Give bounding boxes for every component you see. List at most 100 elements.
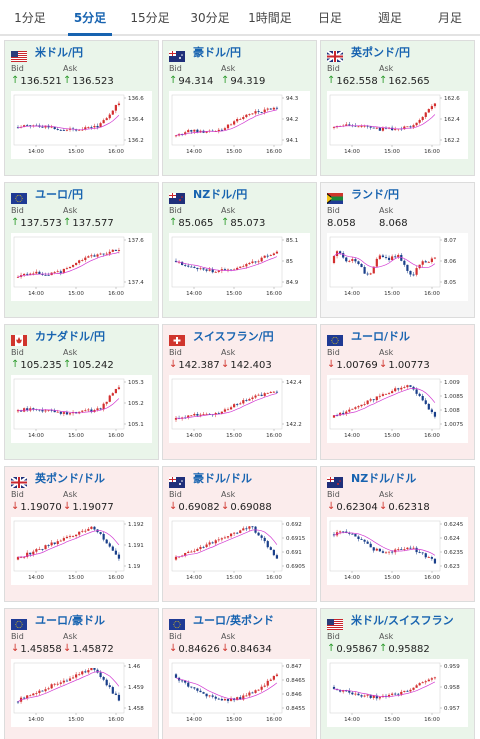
rate-card-gbpjpy[interactable]: 英ポンド/円 Bid Ask ↑ 162.558 ↑ 162.565 162.6 162.4 16… [320, 40, 475, 176]
pair-name-link[interactable]: 米ドル/円 [35, 46, 84, 59]
candlestick [193, 687, 196, 690]
pair-name-link[interactable]: ユーロ/英ポンド [193, 614, 275, 627]
us-flag-icon [327, 618, 343, 630]
rate-card-nzdusd[interactable]: NZドル/ドル Bid Ask ↓ 0.62304 ↓ 0.62318 0.6245 0.624… [320, 466, 475, 602]
price-chart[interactable]: 136.6 136.4 136.2 14:00 15:00 16:00 [11, 91, 152, 159]
price-chart[interactable]: 0.959 0.958 0.957 14:00 15:00 16:00 [327, 659, 468, 727]
pair-name-link[interactable]: スイスフラン/円 [193, 330, 274, 343]
price-chart[interactable]: 8.07 8.06 8.05 14:00 15:00 16:00 [327, 233, 468, 301]
candlestick [248, 690, 251, 698]
moving-average-line [175, 529, 278, 558]
tab-15min[interactable]: 15分足 [130, 11, 170, 25]
rate-card-gbpusd[interactable]: 英ポンド/ドル Bid Ask ↓ 1.19070 ↓ 1.19077 1.192 1.191 1… [4, 466, 159, 602]
pair-name-link[interactable]: 英ポンド/ドル [35, 472, 106, 485]
x-tick-label: 15:00 [226, 291, 242, 297]
za-flag-icon [327, 192, 343, 204]
y-tick-label: 94.1 [286, 138, 298, 144]
candlestick [71, 264, 75, 268]
tab-daily[interactable]: 日足 [317, 11, 342, 25]
rate-card-audjpy[interactable]: 豪ドル/円 Bid Ask ↑ 94.314 ↑ 94.319 94.3 94.2 94.1 14:… [162, 40, 317, 176]
bid-ask-labels: Bid Ask [169, 632, 310, 642]
rate-card-usdchf[interactable]: 米ドル/スイスフラン Bid Ask ↑ 0.95867 ↑ 0.95882 0.959 0.9… [320, 608, 475, 739]
flag-box [169, 189, 185, 204]
candlestick [199, 688, 202, 693]
rate-card-audusd[interactable]: 豪ドル/ドル Bid Ask ↓ 0.69082 ↓ 0.69088 0.692 0.6915 0… [162, 466, 317, 602]
price-chart[interactable]: 142.4 142.2 14:00 15:00 16:00 [169, 375, 310, 443]
tab-1min[interactable]: 1分足 [14, 11, 46, 25]
pair-name-link[interactable]: カナダドル/円 [35, 330, 106, 343]
pair-name-link[interactable]: 米ドル/スイスフラン [351, 614, 454, 627]
tab-30min[interactable]: 30分足 [190, 11, 230, 25]
ask-price: ↓ 1.00773 [379, 360, 430, 371]
candlestick [378, 253, 381, 261]
candlestick [378, 548, 381, 553]
candlestick [351, 408, 354, 410]
rate-card-eurjpy[interactable]: ユーロ/円 Bid Ask ↑ 137.573 ↑ 137.577 137.6 137.4 14:… [4, 182, 159, 318]
rate-card-eurusd[interactable]: ユーロ/ドル Bid Ask ↓ 1.00769 ↓ 1.00773 1.009 1.0085 1… [320, 324, 475, 460]
rate-card-euraud[interactable]: ユーロ/豪ドル Bid Ask ↓ 1.45858 ↓ 1.45872 1.46 1.459 1.… [4, 608, 159, 739]
price-chart[interactable]: 137.6 137.4 14:00 15:00 16:00 [11, 233, 152, 301]
candlestick [29, 125, 32, 129]
pair-name-link[interactable]: 豪ドル/ドル [193, 472, 253, 485]
tab-monthly[interactable]: 月足 [437, 11, 462, 25]
candlestick [78, 672, 81, 676]
x-tick-label: 15:00 [68, 291, 84, 297]
candlestick [342, 251, 345, 259]
bid-ask-prices: ↑ 162.558 ↑ 162.565 [327, 74, 468, 88]
price-chart[interactable]: 1.009 1.0085 1.008 1.0075 14:00 15:00 16:00 [327, 375, 468, 443]
rate-card-nzdjpy[interactable]: NZドル/円 Bid Ask ↑ 85.065 ↑ 85.073 85.1 85 84.9 14:0… [162, 182, 317, 318]
pair-name-link[interactable]: NZドル/円 [193, 188, 248, 201]
candlestick [56, 681, 59, 686]
bid-label: Bid [169, 348, 182, 357]
y-tick-label: 1.191 [128, 543, 144, 549]
price-chart[interactable]: 0.692 0.6915 0.691 0.6905 14:00 15:00 16:00 [169, 517, 310, 585]
tab-weekly[interactable]: 週足 [377, 11, 402, 25]
rate-card-cadjpy[interactable]: カナダドル/円 Bid Ask ↑ 105.235 ↑ 105.242 105.3 105.2 1… [4, 324, 159, 460]
candlestick [381, 549, 385, 554]
candlestick [196, 547, 199, 552]
flag-box [169, 615, 185, 630]
rate-card-usdjpy[interactable]: 米ドル/円 Bid Ask ↑ 136.521 ↑ 136.523 136.6 136.4 136… [4, 40, 159, 176]
candlestick [378, 393, 381, 399]
candlestick [44, 544, 47, 550]
bid-ask-prices: ↓ 0.69082 ↓ 0.69088 [169, 500, 310, 514]
rate-card-chfjpy[interactable]: スイスフラン/円 Bid Ask ↓ 142.387 ↓ 142.403 142.4 142.2… [162, 324, 317, 460]
tab-5min[interactable]: 5分足 [60, 0, 120, 36]
price-chart[interactable]: 0.6245 0.624 0.6235 0.623 14:00 15:00 16:00 [327, 517, 468, 585]
price-chart[interactable]: 1.46 1.459 1.458 14:00 15:00 16:00 [11, 659, 152, 727]
rate-card-zarjpy[interactable]: ランド/円 Bid Ask 8.058 8.068 8.07 8.06 8.05 14:00 15… [320, 182, 475, 318]
pair-name-link[interactable]: ランド/円 [351, 188, 400, 201]
price-chart[interactable]: 105.3 105.2 105.1 14:00 15:00 16:00 [11, 375, 152, 443]
price-chart[interactable]: 1.192 1.191 1.19 14:00 15:00 16:00 [11, 517, 152, 585]
arrow-down-icon: ↓ [379, 501, 388, 512]
price-chart[interactable]: 0.847 0.8465 0.846 0.8455 14:00 15:00 16:00 [169, 659, 310, 727]
x-tick-label: 14:00 [344, 149, 360, 155]
pair-name-link[interactable]: ユーロ/ドル [351, 330, 411, 343]
tab-1hour[interactable]: 1時間足 [248, 11, 292, 25]
candlestick [421, 259, 424, 268]
bid-ask-labels: Bid Ask [327, 64, 468, 74]
candlestick [68, 266, 72, 269]
pair-name-link[interactable]: 豪ドル/円 [193, 46, 242, 59]
pair-name-link[interactable]: ユーロ/円 [35, 188, 84, 201]
arrow-down-icon: ↓ [221, 501, 230, 512]
bid-price: ↑ 85.065 [169, 218, 221, 229]
candlestick [84, 408, 87, 412]
candlestick [56, 269, 59, 273]
pair-name-link[interactable]: ユーロ/豪ドル [35, 614, 106, 627]
price-chart[interactable]: 162.6 162.4 162.2 14:00 15:00 16:00 [327, 91, 468, 159]
y-tick-label: 0.6245 [444, 522, 464, 528]
candlestick [266, 678, 269, 688]
y-tick-label: 0.8465 [286, 678, 306, 684]
rate-card-eurgbp[interactable]: ユーロ/英ポンド Bid Ask ↓ 0.84626 ↓ 0.84634 0.847 0.846… [162, 608, 317, 739]
price-chart[interactable]: 85.1 85 84.9 14:00 15:00 16:00 [169, 233, 310, 301]
y-tick-label: 136.4 [128, 117, 144, 123]
candlestick [263, 255, 266, 259]
eu-flag-icon [327, 334, 343, 346]
candlestick [99, 252, 102, 256]
flag-box [169, 473, 185, 488]
bid-value: 162.558 [336, 75, 378, 87]
pair-name-link[interactable]: 英ポンド/円 [351, 46, 411, 59]
pair-name-link[interactable]: NZドル/ドル [351, 472, 417, 485]
price-chart[interactable]: 94.3 94.2 94.1 14:00 15:00 16:00 [169, 91, 310, 159]
